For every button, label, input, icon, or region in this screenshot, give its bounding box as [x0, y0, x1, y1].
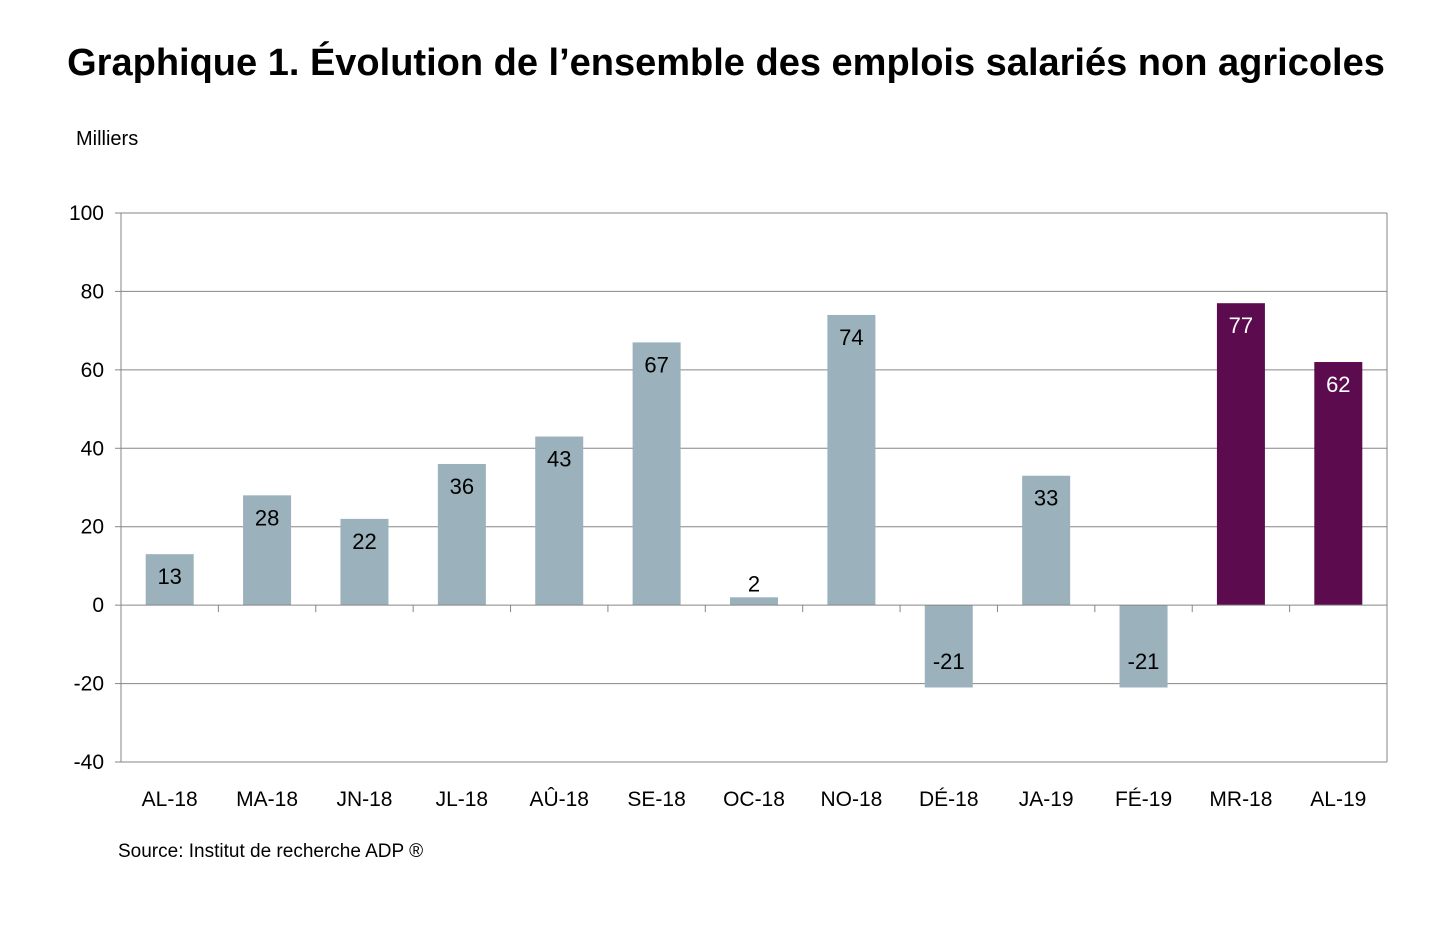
y-tick-label: 40 [81, 437, 104, 460]
data-label: 13 [157, 564, 181, 589]
data-label: 36 [450, 474, 474, 499]
data-label: 28 [255, 505, 279, 530]
bar [437, 463, 486, 606]
y-tick-label: 80 [81, 280, 104, 303]
y-tick-label: -40 [74, 751, 104, 774]
bar [1216, 303, 1265, 606]
x-tick-label: MR-18 [1209, 788, 1272, 811]
data-label: 33 [1034, 486, 1058, 511]
x-tick-label: JN-18 [336, 788, 392, 811]
bar [924, 605, 973, 688]
bar [1022, 475, 1071, 606]
x-tick-label: AL-18 [142, 788, 198, 811]
bar [535, 436, 584, 606]
bar [1119, 605, 1168, 688]
bar [340, 518, 389, 606]
data-label: -21 [1128, 649, 1160, 674]
bar [730, 597, 778, 606]
bars [145, 303, 1363, 688]
source-note: Source: Institut de recherche ADP ® [118, 841, 424, 862]
y-tick-label: 60 [81, 359, 104, 382]
x-tick-label: NO-18 [820, 788, 882, 811]
x-tick-label: DÉ-18 [919, 788, 979, 811]
x-tick-label: SE-18 [627, 788, 685, 811]
x-tick-label: AL-19 [1310, 788, 1366, 811]
bar [145, 554, 194, 606]
data-label: 74 [839, 325, 863, 350]
data-label: 62 [1326, 372, 1350, 397]
x-tick-label: JL-18 [436, 788, 489, 811]
y-tick-label: 20 [81, 516, 104, 539]
bar [243, 495, 292, 606]
y-tick-label: -20 [74, 673, 104, 696]
chart-title: Graphique 1. Évolution de l’ensemble des… [67, 42, 1385, 84]
data-label: 2 [748, 571, 760, 596]
y-tick-label: 0 [92, 594, 104, 617]
y-tick-label: 100 [69, 202, 104, 225]
data-label: 67 [644, 352, 668, 377]
x-tick-label: AÛ-18 [529, 788, 589, 811]
y-axis-unit-label: Milliers [76, 128, 139, 150]
bar [827, 314, 876, 606]
data-label: -21 [933, 649, 965, 674]
x-tick-label: MA-18 [236, 788, 298, 811]
bar [1314, 362, 1363, 606]
x-tick-label: JA-19 [1019, 788, 1074, 811]
data-label: 22 [352, 529, 376, 554]
axes: 100 80 60 40 20 0 -20 -40 AL-18 MA-18 JN-18 JL-18 AÛ… [69, 202, 1387, 811]
data-labels: 13 28 22 36 43 67 2 74 -21 33 -21 77 62 [157, 313, 1350, 674]
bar [632, 342, 681, 606]
x-tick-label: OC-18 [723, 788, 785, 811]
data-label: 43 [547, 447, 571, 472]
gridlines [121, 212, 1388, 763]
x-tick-label: FÉ-19 [1115, 788, 1172, 811]
data-label: 77 [1229, 313, 1253, 338]
